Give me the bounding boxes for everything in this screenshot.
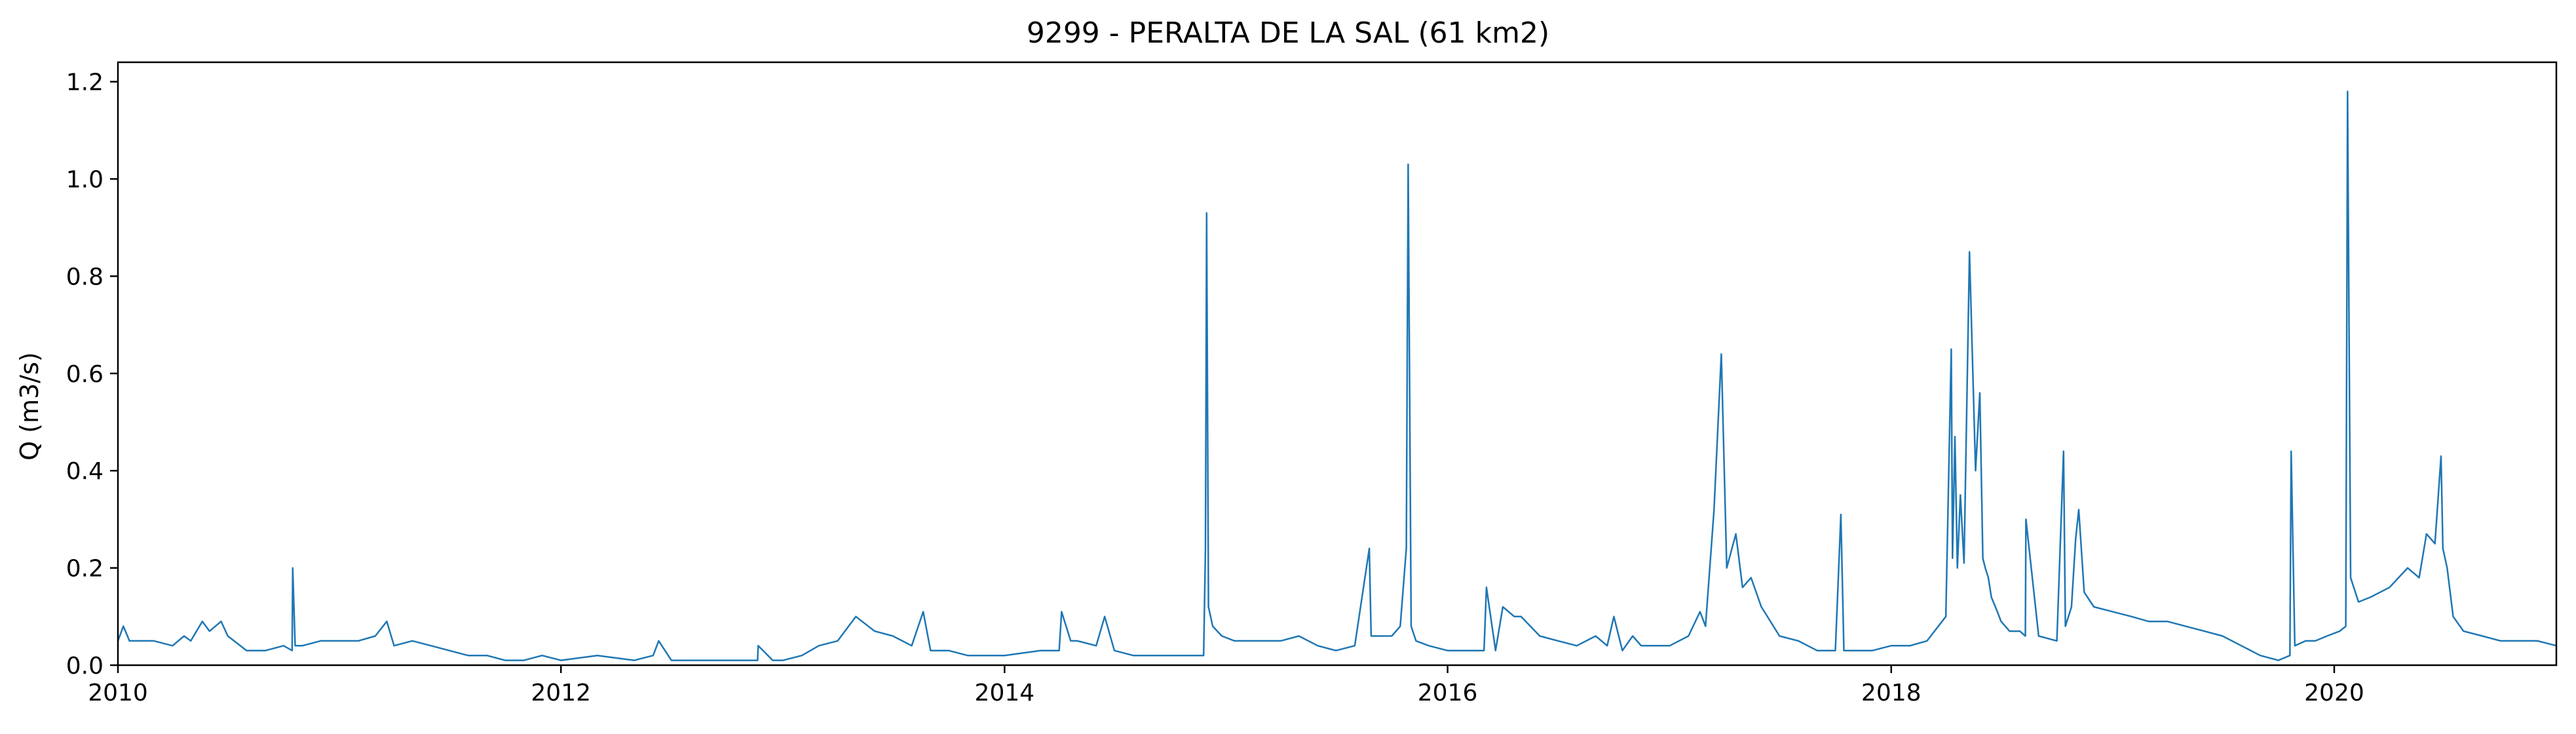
chart-title: 9299 - PERALTA DE LA SAL (61 km2) bbox=[1027, 16, 1549, 50]
y-axis-ticks: 0.0 0.2 0.4 0.6 0.8 1.0 1.2 bbox=[66, 69, 118, 680]
y-tick-label: 1.0 bbox=[66, 166, 104, 193]
x-tick-label: 2016 bbox=[1418, 680, 1478, 706]
plot-frame bbox=[117, 61, 2558, 666]
series-line-discharge bbox=[118, 90, 2556, 661]
x-axis-ticks: 2010 2012 2014 2016 2018 2020 bbox=[88, 665, 2364, 706]
y-tick-label: 0.0 bbox=[66, 653, 104, 680]
x-tick-label: 2012 bbox=[531, 680, 591, 706]
x-tick-label: 2010 bbox=[88, 680, 148, 706]
x-tick-label: 2020 bbox=[2304, 680, 2364, 706]
x-tick-label: 2014 bbox=[975, 680, 1035, 706]
y-axis-label: Q (m3/s) bbox=[15, 352, 44, 460]
y-tick-label: 0.4 bbox=[66, 458, 104, 485]
y-tick-label: 1.2 bbox=[66, 69, 104, 96]
plot-area bbox=[118, 90, 2556, 661]
y-tick-label: 0.8 bbox=[66, 263, 104, 290]
y-tick-label: 0.2 bbox=[66, 556, 104, 583]
x-tick-label: 2018 bbox=[1861, 680, 1922, 706]
y-tick-label: 0.6 bbox=[66, 361, 104, 388]
